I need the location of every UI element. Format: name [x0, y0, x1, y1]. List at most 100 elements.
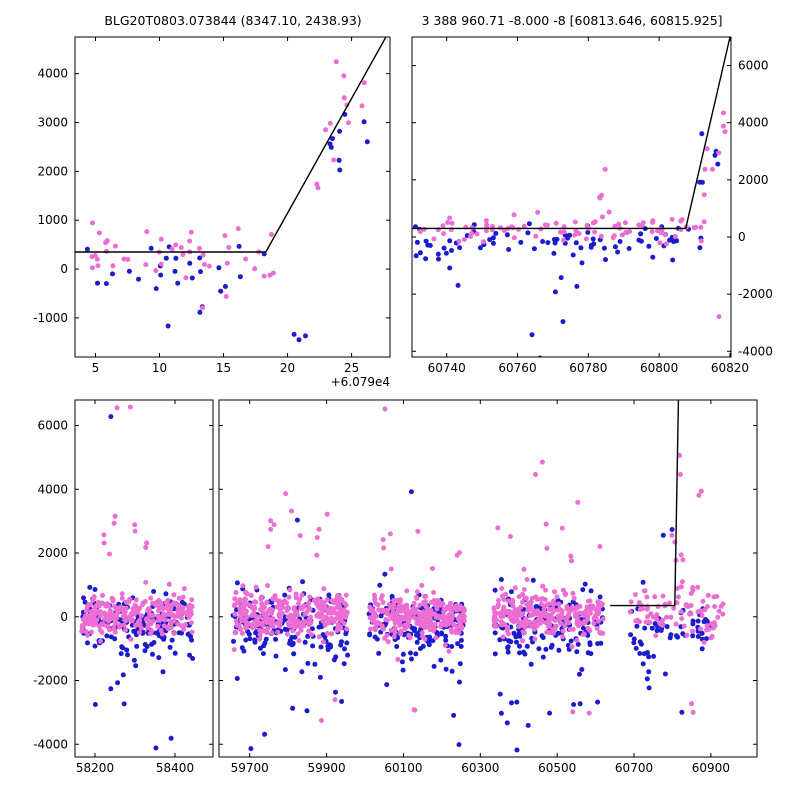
data-point	[435, 251, 441, 257]
data-point	[695, 634, 701, 639]
data-point	[187, 652, 193, 658]
data-point	[538, 601, 544, 607]
data-point	[595, 599, 601, 605]
data-point	[443, 250, 449, 256]
data-point	[282, 667, 288, 673]
y-tick-label: 1000	[37, 213, 68, 227]
data-point	[564, 606, 570, 612]
data-point	[457, 661, 463, 667]
data-point	[585, 229, 591, 235]
model-fit-line	[610, 400, 680, 607]
data-point	[167, 644, 173, 650]
data-point	[461, 608, 467, 614]
data-point	[143, 262, 149, 268]
data-point	[533, 233, 539, 239]
data-point	[715, 161, 721, 167]
data-point	[674, 600, 680, 606]
data-point	[443, 607, 448, 613]
data-point	[306, 616, 312, 622]
data-point	[447, 238, 453, 244]
data-point	[171, 592, 177, 598]
data-point	[127, 404, 133, 410]
data-point	[591, 241, 597, 247]
data-point	[112, 612, 118, 618]
data-point	[720, 123, 726, 129]
data-point	[292, 634, 298, 640]
data-point	[644, 676, 650, 682]
data-point	[92, 643, 98, 649]
data-point	[138, 613, 144, 619]
data-point	[145, 622, 151, 628]
data-point	[431, 663, 437, 669]
data-point	[456, 630, 462, 635]
data-point	[578, 245, 584, 251]
data-point	[714, 594, 720, 599]
data-point	[375, 619, 381, 625]
data-point	[525, 722, 531, 728]
data-point	[640, 220, 646, 226]
data-point	[306, 605, 312, 611]
data-point	[188, 620, 194, 626]
data-point	[261, 643, 267, 649]
data-point	[534, 604, 540, 610]
data-point	[657, 240, 663, 246]
data-point	[82, 621, 88, 627]
data-point	[95, 263, 101, 269]
data-point	[111, 520, 117, 526]
data-point	[716, 150, 722, 156]
data-point	[130, 606, 136, 612]
data-point	[368, 608, 374, 614]
data-point	[104, 238, 110, 244]
data-point	[325, 609, 331, 614]
data-point	[143, 579, 149, 585]
data-point	[628, 632, 634, 638]
data-point	[122, 611, 127, 617]
data-point	[377, 582, 383, 588]
data-point	[403, 615, 408, 621]
data-point	[560, 634, 566, 640]
data-point	[449, 220, 455, 226]
data-point	[598, 233, 604, 239]
x-tick-label: 60300	[461, 761, 499, 775]
data-point	[126, 599, 132, 605]
data-point	[645, 603, 651, 609]
data-point	[687, 611, 693, 617]
x-tick-label: 60500	[538, 761, 576, 775]
data-point	[557, 616, 563, 622]
data-point	[307, 594, 313, 600]
data-point	[246, 631, 252, 637]
data-point	[323, 127, 329, 133]
data-point	[231, 647, 237, 653]
data-point	[537, 355, 543, 357]
data-point	[678, 609, 684, 615]
data-point	[434, 598, 440, 604]
data-point	[273, 653, 279, 659]
data-point	[167, 619, 173, 624]
y-tick-label: 2000	[738, 173, 769, 187]
data-point	[222, 233, 228, 239]
data-point	[125, 257, 131, 262]
data-point	[341, 661, 347, 667]
data-point	[556, 647, 562, 653]
data-point	[131, 628, 137, 634]
data-point	[520, 638, 525, 644]
data-point	[525, 230, 531, 236]
data-point	[570, 590, 576, 596]
data-point	[121, 622, 127, 628]
data-point	[121, 701, 127, 707]
data-point	[544, 629, 550, 635]
data-point	[285, 621, 291, 627]
data-point	[286, 594, 292, 600]
data-point	[399, 659, 405, 665]
data-point	[550, 615, 555, 621]
data-point	[704, 623, 710, 629]
data-point	[218, 288, 224, 294]
data-point	[423, 256, 429, 262]
data-point	[176, 602, 182, 608]
data-point	[640, 606, 645, 612]
y-tick-label: -1000	[33, 311, 68, 325]
data-point	[492, 587, 498, 593]
data-point	[283, 491, 289, 497]
data-point	[158, 628, 164, 633]
data-point	[89, 609, 95, 615]
